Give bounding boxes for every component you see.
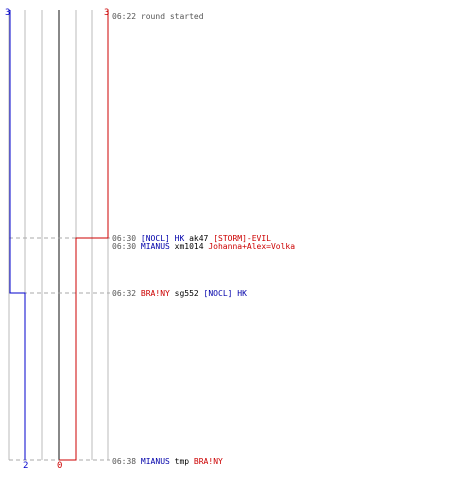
killer-name[interactable]: BRA!NY xyxy=(140,289,170,298)
weapon-name: tmp xyxy=(169,457,194,466)
blue-end-count: 2 xyxy=(23,461,28,471)
event-time: 06:32 xyxy=(112,289,137,298)
red-end-count: 0 xyxy=(57,461,62,471)
event-kill: 06:30 [NOCL] HK ak47 [STORM]-EVIL xyxy=(112,234,271,243)
red-start-count: 3 xyxy=(104,8,109,18)
event-time: 06:30 xyxy=(112,234,137,243)
event-time: 06:30 xyxy=(112,242,137,251)
victim-name[interactable]: [STORM]-EVIL xyxy=(213,234,271,243)
event-kill: 06:32 BRA!NY sg552 [NOCL] HK xyxy=(112,289,247,298)
killer-name[interactable]: MIANUS xyxy=(140,242,170,251)
event-kill: 06:38 MIANUS tmp BRA!NY xyxy=(112,457,223,466)
event-text: round started xyxy=(140,12,204,21)
victim-name[interactable]: [NOCL] HK xyxy=(203,289,247,298)
chart-grid xyxy=(8,10,109,460)
weapon-name: ak47 xyxy=(184,234,214,243)
event-time: 06:22 xyxy=(112,12,137,21)
blue-start-count: 3 xyxy=(5,8,10,18)
victim-name[interactable]: Johanna+Alex=Volka xyxy=(208,242,296,251)
killer-name[interactable]: MIANUS xyxy=(140,457,170,466)
red-team-line xyxy=(59,10,109,461)
weapon-name: sg552 xyxy=(169,289,204,298)
blue-team-line xyxy=(9,10,26,460)
killer-name[interactable]: [NOCL] HK xyxy=(140,234,185,243)
victim-name[interactable]: BRA!NY xyxy=(193,457,223,466)
event-kill: 06:30 MIANUS xm1014 Johanna+Alex=Volka xyxy=(112,242,295,251)
team-count-labels: 3 3 2 0 xyxy=(5,8,109,471)
event-round-start: 06:22 round started xyxy=(112,12,204,21)
weapon-name: xm1014 xyxy=(169,242,209,251)
event-time: 06:38 xyxy=(112,457,137,466)
team-lines xyxy=(9,10,109,461)
